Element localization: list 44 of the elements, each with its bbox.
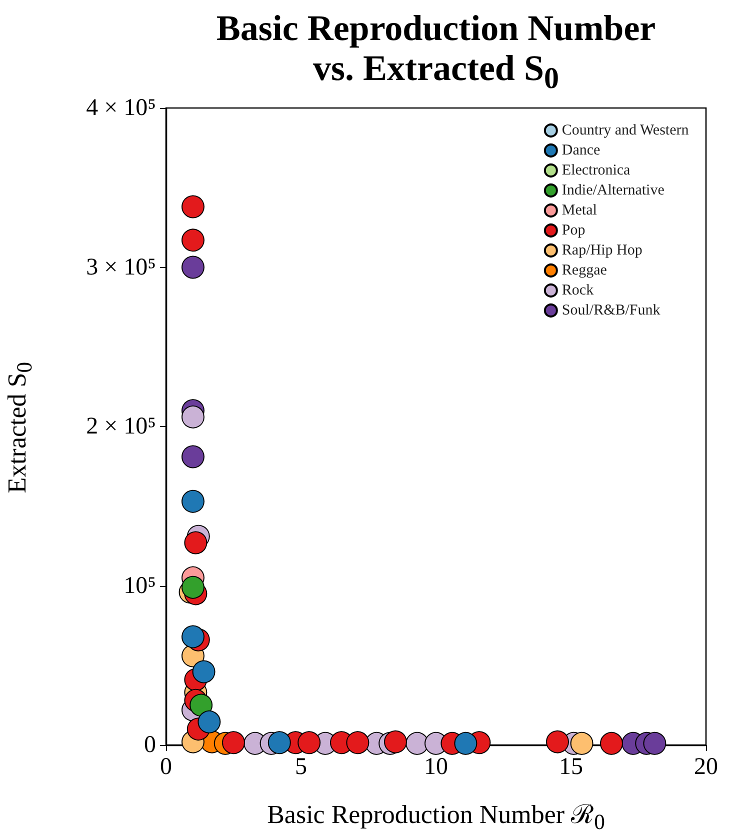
y-tick-label: 10⁵ (124, 572, 156, 599)
legend-label: Soul/R&B/Funk (562, 302, 661, 318)
point (182, 405, 204, 428)
chart-title: Basic Reproduction Number vs. Extracted S$_{0}$ (215, 8, 657, 98)
point (268, 731, 291, 754)
legend-label: Pop (562, 222, 586, 238)
x-tick-label: 0 (160, 754, 172, 780)
legend-label: Dance (562, 142, 601, 158)
point (182, 576, 204, 599)
y-tick-label: 3 × 10⁵ (86, 254, 156, 280)
point (600, 732, 623, 755)
point (643, 732, 666, 755)
y-tick-label: 4 × 10⁵ (86, 95, 156, 121)
point (190, 694, 213, 717)
point (182, 256, 204, 279)
legend-label: Electronica (562, 162, 631, 178)
point (192, 660, 216, 684)
point (222, 731, 245, 754)
point (384, 730, 407, 754)
point (546, 730, 569, 754)
point (570, 732, 594, 755)
point (182, 490, 204, 513)
point (198, 710, 221, 734)
legend-label: Indie/Alternative (562, 182, 665, 198)
legend-label: Reggae (562, 262, 608, 278)
point (184, 531, 208, 554)
point (346, 731, 370, 754)
x-tick-label: 20 (694, 754, 718, 780)
x-axis-title: Basic Reproduction Number ℛ$_{0}$ (266, 799, 606, 833)
point (298, 731, 321, 754)
x-tick-label: 5 (295, 754, 307, 780)
y-tick-label: 0 (144, 732, 156, 758)
legend-label: Metal (562, 202, 597, 218)
x-tick-label: 15 (559, 754, 583, 780)
legend-label: Country and Western (562, 122, 690, 138)
x-tick-label: 10 (424, 754, 448, 780)
legend-label: Rap/Hip Hop (562, 242, 642, 258)
point (182, 228, 204, 252)
point (182, 445, 204, 468)
point (182, 625, 204, 648)
legend-label: Rock (562, 282, 594, 298)
point (182, 195, 204, 218)
y-tick-label: 2 × 10⁵ (86, 414, 156, 440)
point (454, 732, 478, 755)
